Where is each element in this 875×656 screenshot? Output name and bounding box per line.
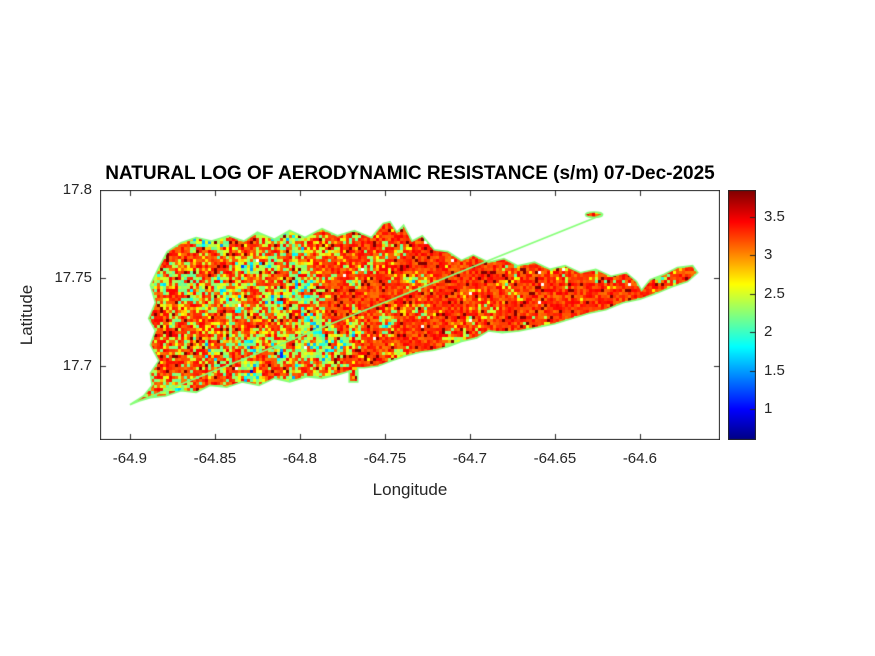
- y-tick-label: 17.75: [54, 269, 92, 287]
- x-tick-label: -64.65: [533, 450, 577, 467]
- x-tick-label: -64.8: [282, 450, 318, 467]
- x-tick-label: -64.7: [452, 450, 488, 467]
- colorbar-tick-label: 1.5: [764, 361, 785, 379]
- y-tick-label: 17.7: [62, 357, 92, 375]
- colorbar-tick-label: 3.5: [764, 207, 785, 225]
- heatmap-canvas: [100, 190, 720, 440]
- colorbar-tick-label: 2.5: [764, 284, 785, 302]
- x-tick-label: -64.6: [622, 450, 658, 467]
- colorbar-tick-label: 2: [764, 323, 773, 341]
- colorbar-tick-label: 3: [764, 246, 773, 264]
- colorbar-tick-label: 1: [764, 400, 773, 418]
- colorbar-gradient: [728, 190, 756, 440]
- x-tick-label: -64.9: [112, 450, 147, 467]
- y-tick-label: 17.8: [62, 181, 92, 198]
- x-tick-label: -64.75: [363, 450, 407, 467]
- x-tick-label: -64.85: [193, 450, 237, 467]
- x-axis-label: Longitude: [372, 480, 448, 499]
- chart-title: NATURAL LOG OF AERODYNAMIC RESISTANCE (s…: [105, 163, 715, 184]
